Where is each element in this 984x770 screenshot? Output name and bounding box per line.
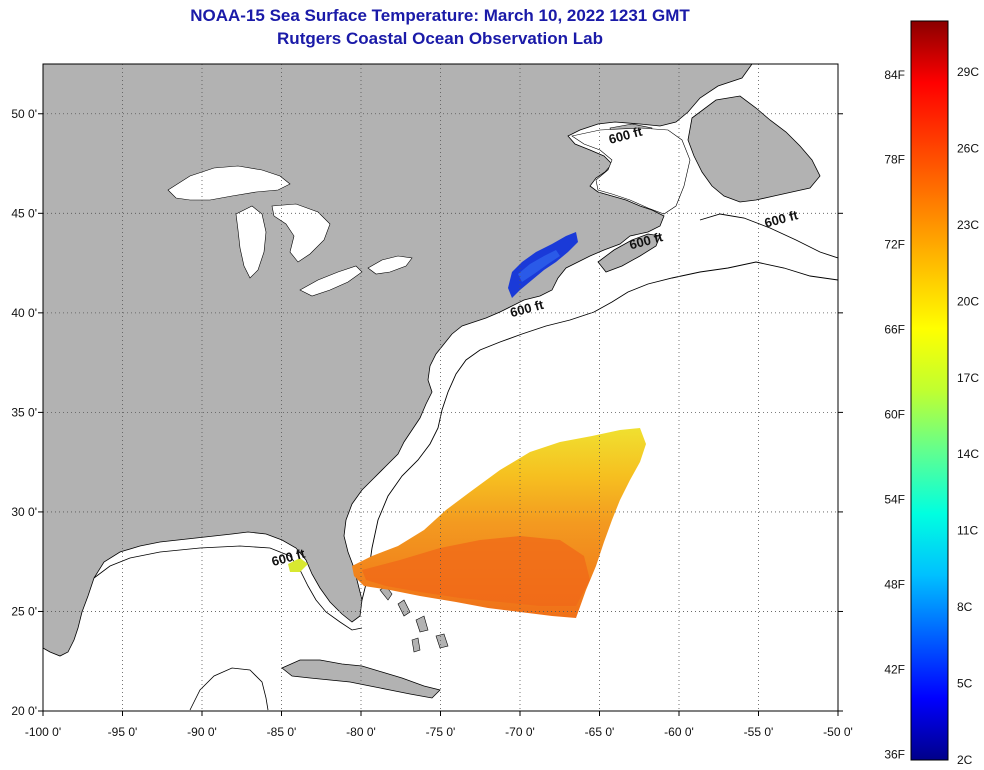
y-tick-label: 20 0' — [11, 704, 37, 718]
colorbar-c-label: 26C — [957, 141, 979, 155]
y-axis-ticks: 20 0' 25 0' 30 0' 35 0' 40 0' 45 0' 50 0' — [11, 107, 843, 718]
grand-banks-contour — [699, 213, 838, 259]
colorbar-c-label: 17C — [957, 371, 979, 385]
cuba-land — [281, 659, 441, 699]
x-tick-label: -55 0' — [744, 725, 774, 739]
x-axis-ticks: -100 0' -95 0' -90 0' -85 0' -80 0' -75 0' -70… — [25, 711, 853, 739]
y-tick-label: 50 0' — [11, 107, 37, 121]
nova-scotia-land — [597, 233, 661, 273]
x-tick-label: -70 0' — [505, 725, 535, 739]
x-tick-label: -95 0' — [108, 725, 138, 739]
colorbar-f-label: 84F — [884, 68, 905, 82]
y-tick-label: 45 0' — [11, 206, 37, 220]
x-tick-label: -100 0' — [25, 725, 61, 739]
colorbar-c-label: 14C — [957, 447, 979, 461]
lake-ontario — [367, 255, 413, 275]
colorbar — [910, 20, 949, 761]
gulf-stlawrence-water — [571, 127, 691, 215]
colorbar-f-label: 78F — [884, 153, 905, 167]
gulf-shelf-contour — [93, 545, 363, 631]
lake-michigan — [235, 205, 267, 279]
gulf-warm-spot — [288, 558, 308, 572]
newfoundland-land — [687, 95, 821, 203]
x-tick-label: -85 0' — [267, 725, 297, 739]
y-tick-label: 40 0' — [11, 306, 37, 320]
warm-sst-hot-core — [362, 536, 590, 606]
colorbar-f-label: 60F — [884, 408, 905, 422]
y-tick-label: 30 0' — [11, 505, 37, 519]
bahamas-islands — [379, 585, 449, 653]
lake-superior — [167, 165, 291, 201]
colorbar-f-label: 72F — [884, 238, 905, 252]
map-subtitle: Rutgers Coastal Ocean Observation Lab — [277, 29, 603, 48]
cold-sst-fringe — [518, 250, 560, 282]
north-america-land — [43, 64, 753, 657]
colorbar-c-label: 5C — [957, 677, 973, 691]
map-title: NOAA-15 Sea Surface Temperature: March 1… — [190, 6, 690, 25]
colorbar-f-label: 54F — [884, 493, 905, 507]
colorbar-c-label: 29C — [957, 65, 979, 79]
x-tick-label: -65 0' — [585, 725, 615, 739]
colorbar-c-label: 8C — [957, 600, 973, 614]
x-tick-label: -75 0' — [426, 725, 456, 739]
x-tick-label: -90 0' — [187, 725, 217, 739]
colorbar-celsius-labels: 29C 26C 23C 20C 17C 14C 11C 8C 5C 2C — [957, 65, 979, 767]
colorbar-c-label: 23C — [957, 218, 979, 232]
x-tick-label: -60 0' — [664, 725, 694, 739]
grid-lines — [43, 64, 838, 711]
y-tick-label: 35 0' — [11, 405, 37, 419]
map-frame — [42, 63, 839, 712]
colorbar-f-label: 36F — [884, 747, 905, 761]
yucatan-outline — [189, 667, 269, 711]
x-tick-label: -50 0' — [823, 725, 853, 739]
colorbar-fahrenheit-labels: 84F 78F 72F 66F 60F 54F 48F 42F 36F — [884, 68, 905, 762]
colorbar-c-label: 20C — [957, 294, 979, 308]
atlantic-600ft-contour — [361, 261, 838, 601]
lake-erie — [299, 265, 363, 297]
colorbar-f-label: 66F — [884, 323, 905, 337]
x-tick-label: -80 0' — [346, 725, 376, 739]
lake-huron — [271, 203, 331, 263]
colorbar-c-label: 2C — [957, 753, 973, 767]
y-tick-label: 25 0' — [11, 604, 37, 618]
colorbar-c-label: 11C — [957, 524, 978, 538]
colorbar-f-label: 48F — [884, 577, 905, 591]
colorbar-f-label: 42F — [884, 662, 905, 676]
